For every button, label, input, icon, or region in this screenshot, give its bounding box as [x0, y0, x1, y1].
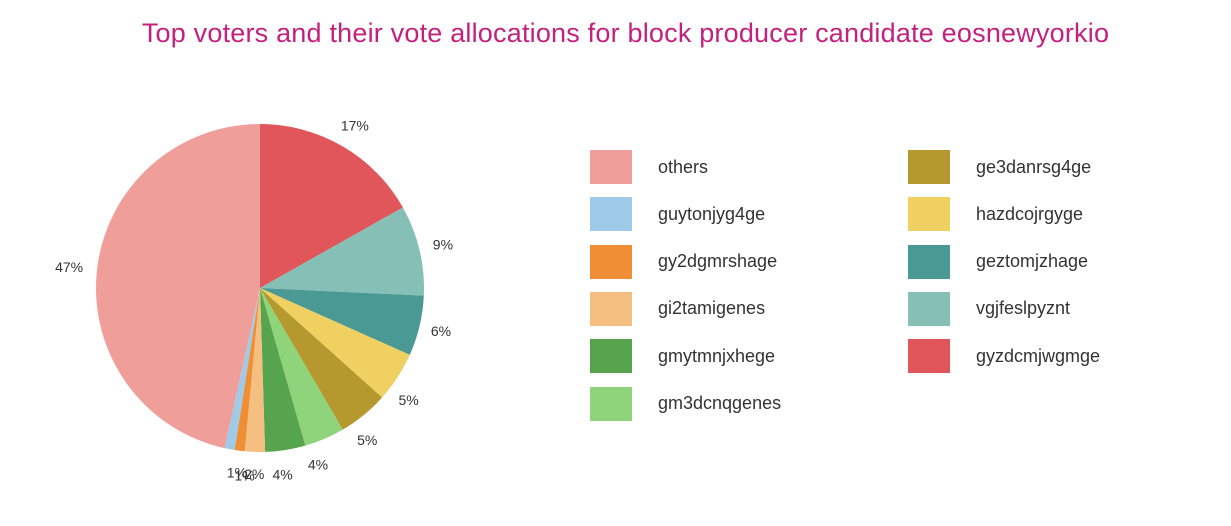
legend-label: gmytmnjxhege: [658, 345, 776, 366]
legend-label: ge3danrsg4ge: [976, 156, 1092, 177]
pie-slice-geztomjzhage: [260, 288, 424, 355]
legend-item-gy2dgmrshage: gy2dgmrshage: [590, 244, 778, 279]
legend-label: gi2tamigenes: [658, 298, 766, 319]
pie-slice-vgjfeslpyznt: [260, 207, 424, 296]
legend-label: gm3dcnqgenes: [658, 393, 782, 413]
legend-label: gy2dgmrshage: [658, 251, 778, 272]
slice-label-ge3danrsg4ge: 5%: [357, 432, 377, 448]
legend-swatch: [908, 150, 950, 184]
slice-label-others: 47%: [55, 259, 83, 275]
legend-swatch: [590, 386, 632, 421]
legend-swatch: [908, 339, 950, 374]
pie-slice-gy2dgmrshage: [234, 288, 260, 452]
legend-item-guytonjyg4ge: guytonjyg4ge: [590, 197, 766, 232]
legend-item-gyzdcmjwgmge: gyzdcmjwgmge: [908, 339, 1101, 374]
pie-slice-guytonjyg4ge: [224, 288, 260, 451]
legend-swatch: [590, 291, 632, 326]
legend-label: gyzdcmjwgmge: [976, 345, 1101, 366]
pie-slice-ge3danrsg4ge: [260, 288, 383, 430]
slice-label-gi2tamigenes: 2%: [244, 466, 264, 482]
slice-label-geztomjzhage: 6%: [431, 323, 451, 339]
chart-title: Top voters and their vote allocations fo…: [141, 18, 1110, 48]
legend-swatch: [590, 339, 632, 374]
legend-item-vgjfeslpyznt: vgjfeslpyznt: [908, 291, 1071, 326]
slice-label-gyzdcmjwgmge: 17%: [341, 118, 369, 134]
pie-slice-others: [95, 124, 260, 449]
legend-swatch: [908, 197, 950, 232]
legend-item-gi2tamigenes: gi2tamigenes: [590, 291, 766, 326]
legend-swatch: [590, 150, 632, 184]
legend-item-geztomjzhage: geztomjzhage: [908, 244, 1089, 279]
slice-label-guytonjyg4ge: 1%: [235, 467, 255, 483]
legend-swatch: [908, 291, 950, 326]
legend-label: guytonjyg4ge: [658, 203, 766, 224]
pie-slice-gi2tamigenes: [244, 288, 266, 452]
legend-label: geztomjzhage: [976, 251, 1089, 272]
legend-item-others: others: [590, 150, 708, 184]
legend-swatch: [590, 244, 632, 279]
legend-item-gmytmnjxhege: gmytmnjxhege: [590, 339, 776, 374]
slice-label-gmytmnjxhege: 4%: [273, 467, 293, 483]
legend-item-gm3dcnqgenes: gm3dcnqgenes: [590, 386, 782, 421]
pie-slice-hazdcojrgyge: [260, 288, 410, 398]
slice-label-hazdcojrgyge: 5%: [398, 392, 418, 408]
pie-slice-gmytmnjxhege: [260, 288, 306, 452]
pie-slice-gyzdcmjwgmge: [260, 124, 403, 288]
slice-label-gy2dgmrshage: 1%: [227, 465, 247, 481]
pie-slice-gm3dcnqgenes: [260, 288, 343, 446]
legend-label: hazdcojrgyge: [976, 203, 1084, 224]
legend-label: vgjfeslpyznt: [976, 298, 1071, 319]
legend-swatch: [908, 244, 950, 279]
legend-item-hazdcojrgyge: hazdcojrgyge: [908, 197, 1084, 232]
legend-item-ge3danrsg4ge: ge3danrsg4ge: [908, 150, 1091, 184]
slice-label-gm3dcnqgenes: 4%: [308, 457, 328, 473]
legend-label: others: [658, 156, 709, 177]
slice-label-vgjfeslpyznt: 9%: [433, 237, 453, 253]
legend-swatch: [590, 197, 632, 232]
